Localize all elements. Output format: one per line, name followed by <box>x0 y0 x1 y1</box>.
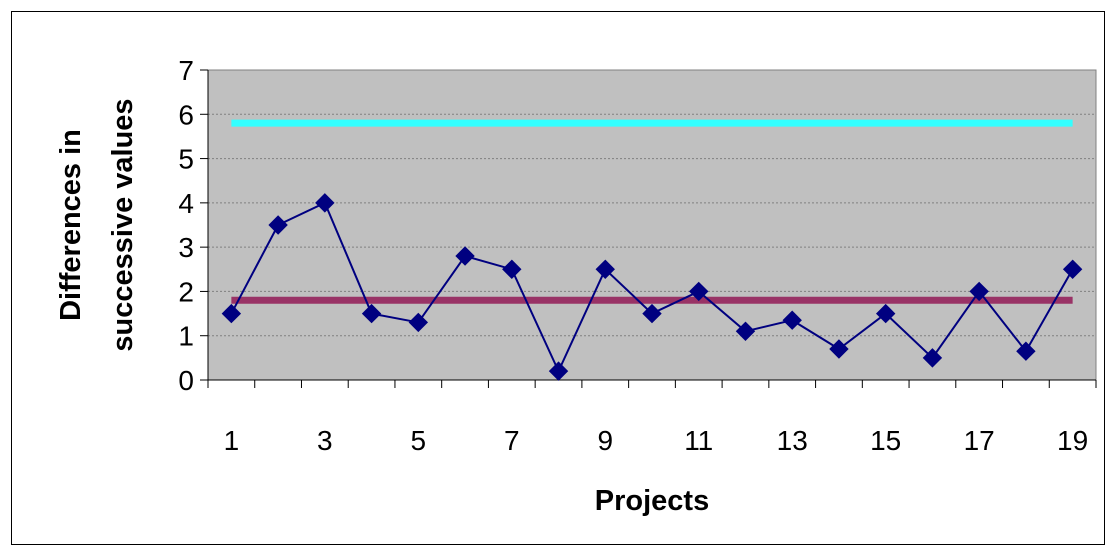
data-point-marker <box>969 281 989 302</box>
x-tick-label: 11 <box>684 425 713 456</box>
data-point-marker <box>361 303 382 324</box>
x-tick-label: 17 <box>964 425 995 456</box>
data-point-marker <box>315 193 335 213</box>
x-tick-label: 19 <box>1057 425 1088 456</box>
y-axis-title-line2: successive values <box>107 98 139 351</box>
data-point-marker <box>1016 341 1036 361</box>
data-point-marker <box>735 321 756 341</box>
data-point-marker <box>221 303 242 324</box>
reference-lines <box>231 119 1073 304</box>
data-point-marker <box>268 215 288 235</box>
y-tick-label: 2 <box>178 276 194 307</box>
x-tick-label: 7 <box>504 425 520 456</box>
y-tick-label: 7 <box>178 55 194 86</box>
data-point-marker <box>689 281 709 302</box>
data-point-marker <box>829 339 849 359</box>
x-axis-title: Projects <box>595 485 709 517</box>
data-point-marker <box>922 348 943 368</box>
x-tick-label: 3 <box>317 425 333 456</box>
data-point-marker <box>455 246 475 266</box>
axes <box>200 69 1097 388</box>
data-point-marker <box>502 259 522 279</box>
data-point-marker <box>595 259 615 279</box>
y-tick-label: 5 <box>178 144 194 175</box>
data-point-marker <box>875 303 896 324</box>
y-tick-label: 0 <box>178 365 194 396</box>
x-tick-label: 5 <box>411 425 427 456</box>
y-tick-label: 4 <box>178 188 194 219</box>
y-tick-label: 3 <box>178 232 194 263</box>
y-tick-labels: 0 1 2 3 4 5 6 7 <box>178 55 194 396</box>
x-tick-label: 15 <box>870 425 901 456</box>
plot-area <box>207 69 1097 381</box>
y-axis-title-line1: Differences in <box>55 129 87 321</box>
data-point-marker <box>408 312 429 333</box>
y-tick-label: 6 <box>178 99 194 130</box>
data-point-marker <box>548 361 569 381</box>
series-markers <box>221 193 1083 381</box>
data-point-marker <box>1062 259 1083 279</box>
data-point-marker <box>642 303 662 324</box>
x-tick-labels: 1 3 5 7 9 11 13 15 17 19 <box>224 425 1089 456</box>
x-tick-label: 13 <box>777 425 808 456</box>
x-tick-label: 9 <box>597 425 613 456</box>
data-point-marker <box>782 310 802 330</box>
x-tick-label: 1 <box>224 425 240 456</box>
y-tick-label: 1 <box>178 321 194 352</box>
